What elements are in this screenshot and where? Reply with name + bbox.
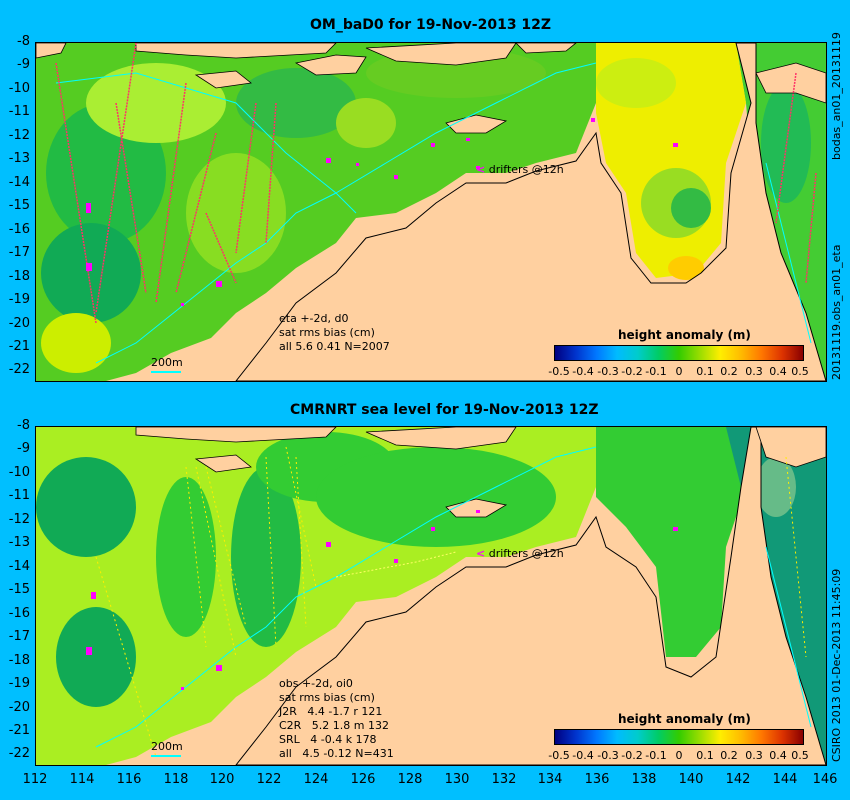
y-tick: -13 bbox=[8, 535, 30, 550]
top-right-label-2: bodas_an01_20131119 bbox=[830, 32, 843, 160]
y-tick: -10 bbox=[8, 465, 30, 480]
legend-tick: 0 bbox=[675, 749, 683, 762]
x-tick: 132 bbox=[491, 772, 517, 787]
top-annotation: eta +-2d, d0 sat rms bias (cm) all 5.6 0… bbox=[279, 312, 390, 353]
top-drifters-label: < drifters @12h bbox=[476, 163, 564, 176]
x-tick: 136 bbox=[584, 772, 610, 787]
bottom-scale-line bbox=[151, 755, 181, 757]
legend-tick: 0.5 bbox=[791, 749, 809, 762]
bottom-right-label: CSIRO 2013 01-Dec-2013 11:45:09 bbox=[830, 568, 843, 762]
top-colorbar bbox=[554, 345, 804, 361]
legend-tick: -0.5 bbox=[548, 749, 570, 762]
x-tick: 114 bbox=[69, 772, 95, 787]
x-axis: 112 114 116 118 120 122 124 126 128 130 … bbox=[0, 772, 850, 792]
legend-tick: 0.3 bbox=[745, 749, 763, 762]
bottom-map-field bbox=[36, 427, 826, 765]
legend-tick: 0.2 bbox=[720, 365, 738, 378]
y-tick: -14 bbox=[8, 559, 30, 574]
legend-tick: -0.4 bbox=[572, 365, 594, 378]
top-map-field bbox=[36, 43, 826, 381]
legend-tick: -0.1 bbox=[645, 749, 667, 762]
y-tick: -21 bbox=[8, 339, 30, 354]
legend-tick: 0.2 bbox=[720, 749, 738, 762]
y-tick: -8 bbox=[17, 34, 30, 49]
x-tick: 126 bbox=[350, 772, 376, 787]
y-tick: -15 bbox=[8, 198, 30, 213]
legend-tick: 0.4 bbox=[769, 749, 787, 762]
y-tick: -9 bbox=[17, 441, 30, 456]
y-tick: -16 bbox=[8, 606, 30, 621]
y-tick: -9 bbox=[17, 57, 30, 72]
bottom-scale-label: 200m bbox=[151, 740, 183, 753]
x-tick: 124 bbox=[303, 772, 329, 787]
top-y-axis: -8 -9 -10 -11 -12 -13 -14 -15 -16 -17 -1… bbox=[0, 34, 32, 379]
y-tick: -20 bbox=[8, 700, 30, 715]
y-tick: -22 bbox=[8, 746, 30, 761]
legend-tick: -0.3 bbox=[597, 365, 619, 378]
top-scale-label: 200m bbox=[151, 356, 183, 369]
legend-tick: -0.4 bbox=[572, 749, 594, 762]
legend-tick: 0 bbox=[675, 365, 683, 378]
drifter-marker-icon: < bbox=[476, 163, 486, 176]
y-tick: -8 bbox=[17, 418, 30, 433]
legend-tick: -0.3 bbox=[597, 749, 619, 762]
x-tick: 118 bbox=[163, 772, 189, 787]
top-legend-title: height anomaly (m) bbox=[618, 328, 751, 342]
y-tick: -22 bbox=[8, 362, 30, 377]
legend-tick: 0.3 bbox=[745, 365, 763, 378]
y-tick: -11 bbox=[8, 488, 30, 503]
top-map: < drifters @12h eta +-2d, d0 sat rms bia… bbox=[35, 42, 827, 382]
bottom-colorbar bbox=[554, 729, 804, 745]
x-tick: 140 bbox=[678, 772, 704, 787]
bottom-y-axis: -8 -9 -10 -11 -12 -13 -14 -15 -16 -17 -1… bbox=[0, 418, 32, 763]
x-tick: 112 bbox=[22, 772, 48, 787]
x-tick: 128 bbox=[397, 772, 423, 787]
x-tick: 142 bbox=[725, 772, 751, 787]
x-tick: 122 bbox=[256, 772, 282, 787]
bottom-annotation: obs +-2d, oi0 sat rms bias (cm) J2R 4.4 … bbox=[279, 677, 394, 760]
y-tick: -15 bbox=[8, 582, 30, 597]
y-tick: -19 bbox=[8, 292, 30, 307]
y-tick: -16 bbox=[8, 222, 30, 237]
bottom-legend-ticks: -0.5 -0.4 -0.3 -0.2 -0.1 0 0.1 0.2 0.3 0… bbox=[36, 749, 826, 765]
x-tick: 116 bbox=[116, 772, 142, 787]
x-tick: 130 bbox=[444, 772, 470, 787]
x-tick: 120 bbox=[209, 772, 235, 787]
y-tick: -18 bbox=[8, 653, 30, 668]
y-tick: -17 bbox=[8, 629, 30, 644]
legend-tick: 0.1 bbox=[696, 365, 714, 378]
legend-tick: 0.1 bbox=[696, 749, 714, 762]
legend-tick: 0.4 bbox=[769, 365, 787, 378]
legend-tick: 0.5 bbox=[791, 365, 809, 378]
y-tick: -12 bbox=[8, 128, 30, 143]
y-tick: -19 bbox=[8, 676, 30, 691]
y-tick: -13 bbox=[8, 151, 30, 166]
y-tick: -10 bbox=[8, 81, 30, 96]
bottom-drifters-label: < drifters @12h bbox=[476, 547, 564, 560]
legend-tick: -0.2 bbox=[621, 749, 643, 762]
x-tick: 138 bbox=[631, 772, 657, 787]
top-legend-ticks: -0.5 -0.4 -0.3 -0.2 -0.1 0 0.1 0.2 0.3 0… bbox=[36, 365, 826, 381]
legend-tick: -0.2 bbox=[621, 365, 643, 378]
y-tick: -14 bbox=[8, 175, 30, 190]
top-scale-line bbox=[151, 371, 181, 373]
bottom-legend-title: height anomaly (m) bbox=[618, 712, 751, 726]
y-tick: -21 bbox=[8, 723, 30, 738]
y-tick: -12 bbox=[8, 512, 30, 527]
top-right-label: 20131119.obs_an01_eta bbox=[830, 244, 843, 380]
legend-tick: -0.1 bbox=[645, 365, 667, 378]
legend-tick: -0.5 bbox=[548, 365, 570, 378]
drifter-marker-icon: < bbox=[476, 547, 486, 560]
x-tick: 146 bbox=[812, 772, 838, 787]
y-tick: -11 bbox=[8, 104, 30, 119]
x-tick: 134 bbox=[537, 772, 563, 787]
y-tick: -17 bbox=[8, 245, 30, 260]
bottom-map: < drifters @12h obs +-2d, oi0 sat rms bi… bbox=[35, 426, 827, 766]
bottom-panel-title: CMRNRT sea level for 19-Nov-2013 12Z bbox=[290, 402, 599, 418]
y-tick: -18 bbox=[8, 269, 30, 284]
x-tick: 144 bbox=[772, 772, 798, 787]
top-panel-title: OM_baD0 for 19-Nov-2013 12Z bbox=[310, 17, 552, 33]
y-tick: -20 bbox=[8, 316, 30, 331]
